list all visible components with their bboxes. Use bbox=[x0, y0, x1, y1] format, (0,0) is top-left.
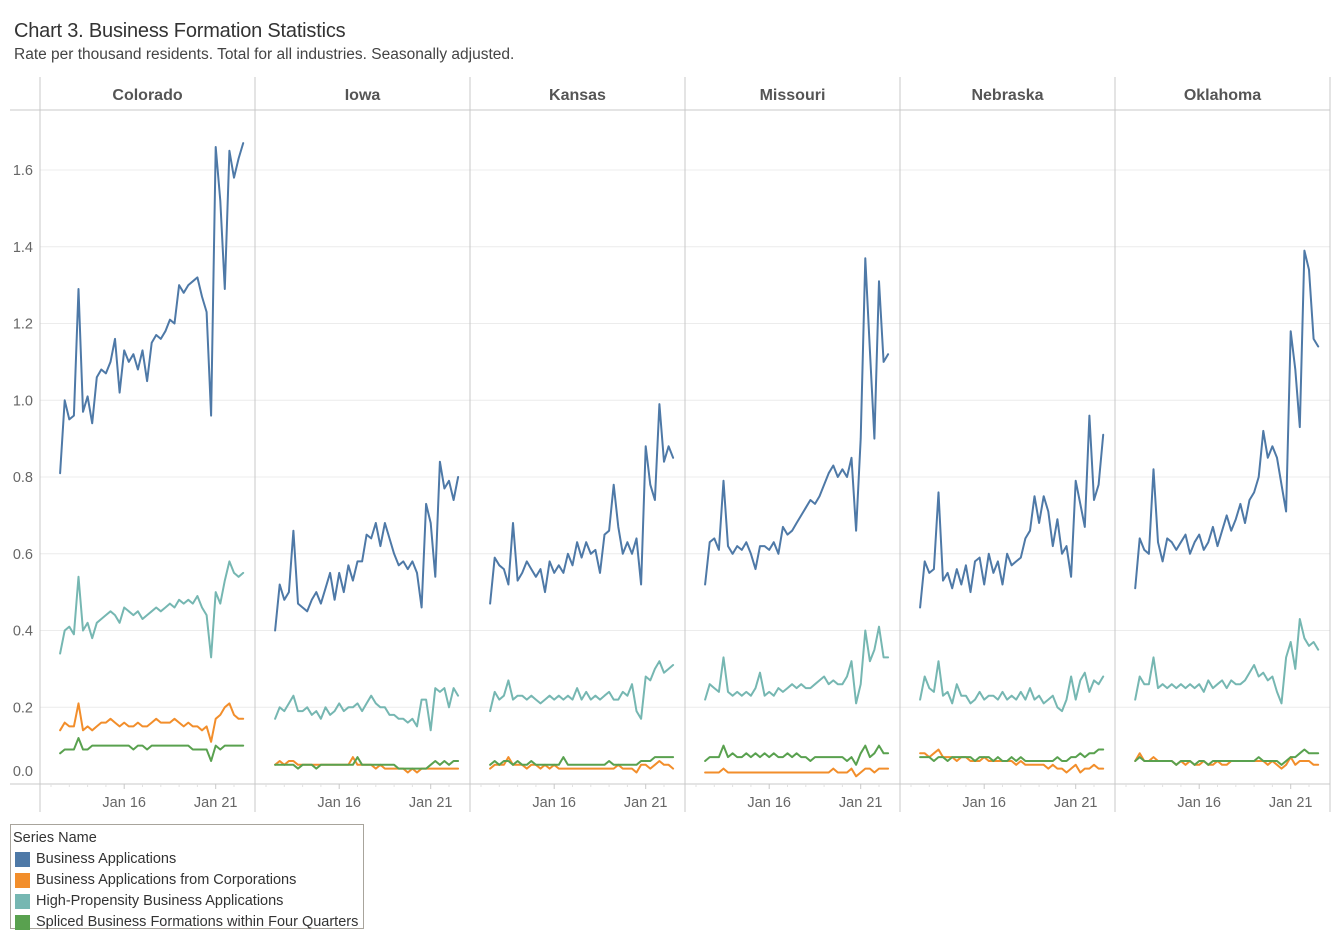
legend-label: Spliced Business Formations within Four … bbox=[36, 914, 359, 930]
series-line-nebraska-high-propensity-business-applications bbox=[919, 660, 1105, 713]
series-line-kansas-spliced-business-formations-within-four-quarters bbox=[489, 756, 675, 766]
series-line-kansas-business-applications bbox=[489, 403, 675, 605]
legend-item-spliced-business-formations[interactable]: Spliced Business Formations within Four … bbox=[13, 912, 363, 933]
chart-subtitle: Rate per thousand residents. Total for a… bbox=[14, 46, 515, 63]
x-tick-label: Jan 21 bbox=[194, 795, 238, 811]
series-line-iowa-business-applications bbox=[274, 460, 460, 632]
series-line-missouri-business-applications bbox=[704, 257, 890, 586]
y-tick-label: 0.2 bbox=[13, 700, 33, 716]
x-tick-label: Jan 21 bbox=[839, 795, 883, 811]
legend-item-business-applications[interactable]: Business Applications bbox=[13, 849, 363, 870]
x-tick-label: Jan 16 bbox=[532, 795, 576, 811]
x-tick-label: Jan 16 bbox=[1177, 795, 1221, 811]
legend-swatch bbox=[15, 873, 30, 888]
x-tick-label: Jan 21 bbox=[1054, 795, 1098, 811]
x-tick-label: Jan 21 bbox=[409, 795, 453, 811]
series-line-colorado-business-applications bbox=[59, 142, 245, 475]
series-line-iowa-spliced-business-formations-within-four-quarters bbox=[274, 756, 460, 770]
legend-label: Business Applications bbox=[36, 851, 177, 867]
x-tick-label: Jan 16 bbox=[962, 795, 1006, 811]
series-line-colorado-high-propensity-business-applications bbox=[59, 560, 245, 659]
x-tick-label: Jan 16 bbox=[747, 795, 791, 811]
y-tick-label: 0.0 bbox=[13, 764, 33, 780]
x-tick-label: Jan 16 bbox=[317, 795, 361, 811]
series-line-missouri-business-applications-from-corporations bbox=[704, 767, 890, 778]
series-line-nebraska-spliced-business-formations-within-four-quarters bbox=[919, 748, 1105, 762]
series-line-missouri-high-propensity-business-applications bbox=[704, 625, 890, 705]
legend-label: High-Propensity Business Applications bbox=[36, 893, 284, 909]
panel-header-missouri: Missouri bbox=[760, 87, 826, 104]
panel-header-colorado: Colorado bbox=[112, 87, 182, 104]
series-line-oklahoma-high-propensity-business-applications bbox=[1134, 618, 1320, 705]
panel-header-iowa: Iowa bbox=[345, 87, 381, 104]
y-tick-label: 1.2 bbox=[13, 317, 33, 333]
legend-item-high-propensity[interactable]: High-Propensity Business Applications bbox=[13, 891, 363, 912]
legend: Series Name Business Applications Busine… bbox=[10, 824, 364, 930]
series-line-colorado-spliced-business-formations-within-four-quarters bbox=[59, 737, 245, 762]
series-line-missouri-spliced-business-formations-within-four-quarters bbox=[704, 744, 890, 766]
y-tick-label: 1.4 bbox=[13, 240, 33, 256]
panel-header-nebraska: Nebraska bbox=[971, 87, 1043, 104]
series-line-kansas-high-propensity-business-applications bbox=[489, 660, 675, 720]
legend-title: Series Name bbox=[13, 830, 97, 846]
series-line-oklahoma-business-applications bbox=[1134, 249, 1320, 590]
series-line-nebraska-business-applications bbox=[919, 414, 1105, 609]
y-tick-label: 0.6 bbox=[13, 547, 33, 563]
legend-swatch bbox=[15, 894, 30, 909]
series-line-iowa-high-propensity-business-applications bbox=[274, 687, 460, 732]
legend-item-business-applications-corporations[interactable]: Business Applications from Corporations bbox=[13, 870, 363, 891]
panel-header-oklahoma: Oklahoma bbox=[1184, 87, 1261, 104]
legend-swatch bbox=[15, 915, 30, 930]
legend-swatch bbox=[15, 852, 30, 867]
y-tick-label: 0.4 bbox=[13, 624, 33, 640]
series-line-oklahoma-spliced-business-formations-within-four-quarters bbox=[1134, 748, 1320, 766]
y-tick-label: 0.8 bbox=[13, 470, 33, 486]
y-tick-label: 1.0 bbox=[13, 393, 33, 409]
x-tick-label: Jan 16 bbox=[102, 795, 146, 811]
x-tick-label: Jan 21 bbox=[1269, 795, 1313, 811]
chart-title: Chart 3. Business Formation Statistics bbox=[14, 20, 346, 42]
x-tick-label: Jan 21 bbox=[624, 795, 668, 811]
legend-label: Business Applications from Corporations bbox=[36, 872, 297, 888]
series-line-colorado-business-applications-from-corporations bbox=[59, 702, 245, 743]
panel-header-kansas: Kansas bbox=[549, 87, 606, 104]
y-tick-label: 1.6 bbox=[13, 163, 33, 179]
